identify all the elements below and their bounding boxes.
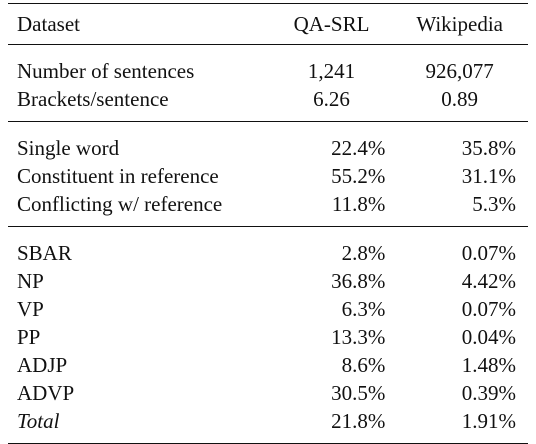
cell-wikipedia: 1.48% — [461, 353, 516, 377]
row-label: SBAR — [8, 226, 272, 267]
results-table-container: Dataset QA-SRL Wikipedia Number of sente… — [8, 3, 528, 444]
cell-wikipedia: 31.1% — [461, 164, 516, 188]
cell-wikipedia: 926,077 — [425, 59, 494, 83]
table-row: SBAR 2.8% 0.07% — [8, 226, 528, 267]
cell-wikipedia: 0.39% — [461, 381, 516, 405]
cell-wikipedia: 1.91% — [391, 407, 528, 444]
cell-wikipedia: 0.07% — [461, 297, 516, 321]
table-row: Constituent in reference 55.2% 31.1% — [8, 162, 528, 190]
table-row: Conflicting w/ reference 11.8% 5.3% — [8, 190, 528, 227]
table-row-total: Total 21.8% 1.91% — [8, 407, 528, 444]
table-row: Number of sentences 1,241 926,077 — [8, 45, 528, 86]
row-label: ADJP — [17, 353, 68, 377]
cell-wikipedia: 4.42% — [461, 269, 516, 293]
cell-wikipedia: 5.3% — [472, 192, 516, 216]
cell-qasrl: 13.3% — [331, 325, 386, 349]
table-row: VP 6.3% 0.07% — [8, 295, 528, 323]
row-label: Constituent in reference — [17, 164, 219, 188]
cell-qasrl: 22.4% — [271, 121, 392, 162]
row-label: ADVP — [17, 381, 75, 405]
table-header: Dataset QA-SRL Wikipedia — [8, 3, 528, 45]
cell-wikipedia: 0.04% — [461, 325, 516, 349]
row-label-total: Total — [8, 407, 272, 444]
cell-qasrl: 2.8% — [271, 226, 392, 267]
header-wikipedia: Wikipedia — [391, 3, 528, 45]
cell-qasrl: 30.5% — [331, 381, 386, 405]
cell-qasrl: 8.6% — [341, 353, 386, 377]
cell-wikipedia: 0.89 — [441, 87, 479, 111]
results-table: Dataset QA-SRL Wikipedia Number of sente… — [8, 3, 528, 444]
table-row: NP 36.8% 4.42% — [8, 267, 528, 295]
table-row: Brackets/sentence 6.26 0.89 — [8, 85, 528, 122]
group-constituent-labels: SBAR 2.8% 0.07% NP 36.8% 4.42% VP 6.3% 0… — [8, 226, 528, 444]
row-label: VP — [17, 297, 44, 321]
cell-qasrl: 36.8% — [331, 269, 386, 293]
cell-qasrl: 55.2% — [331, 164, 386, 188]
cell-qasrl: 6.26 — [313, 87, 350, 111]
group-bracket-types: Single word 22.4% 35.8% Constituent in r… — [8, 121, 528, 227]
cell-qasrl: 6.3% — [341, 297, 386, 321]
row-label: Single word — [8, 121, 272, 162]
table-row: PP 13.3% 0.04% — [8, 323, 528, 351]
table-row: ADVP 30.5% 0.39% — [8, 379, 528, 407]
row-label: PP — [17, 325, 41, 349]
cell-wikipedia: 35.8% — [391, 121, 528, 162]
header-qasrl: QA-SRL — [271, 3, 392, 45]
row-label: Number of sentences — [17, 59, 195, 83]
row-label: NP — [17, 269, 44, 293]
cell-qasrl: 1,241 — [307, 59, 356, 83]
row-label: Brackets/sentence — [17, 87, 169, 111]
cell-qasrl: 11.8% — [331, 192, 386, 216]
table-row: ADJP 8.6% 1.48% — [8, 351, 528, 379]
row-label: Conflicting w/ reference — [17, 192, 223, 216]
header-dataset: Dataset — [8, 3, 272, 45]
cell-qasrl: 21.8% — [271, 407, 392, 444]
header-row: Dataset QA-SRL Wikipedia — [8, 3, 528, 45]
table-row: Single word 22.4% 35.8% — [8, 121, 528, 162]
group-sentence-stats: Number of sentences 1,241 926,077 Bracke… — [8, 45, 528, 122]
cell-wikipedia: 0.07% — [391, 226, 528, 267]
